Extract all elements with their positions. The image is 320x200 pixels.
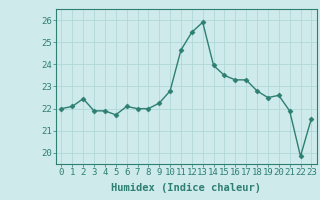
X-axis label: Humidex (Indice chaleur): Humidex (Indice chaleur) <box>111 183 261 193</box>
